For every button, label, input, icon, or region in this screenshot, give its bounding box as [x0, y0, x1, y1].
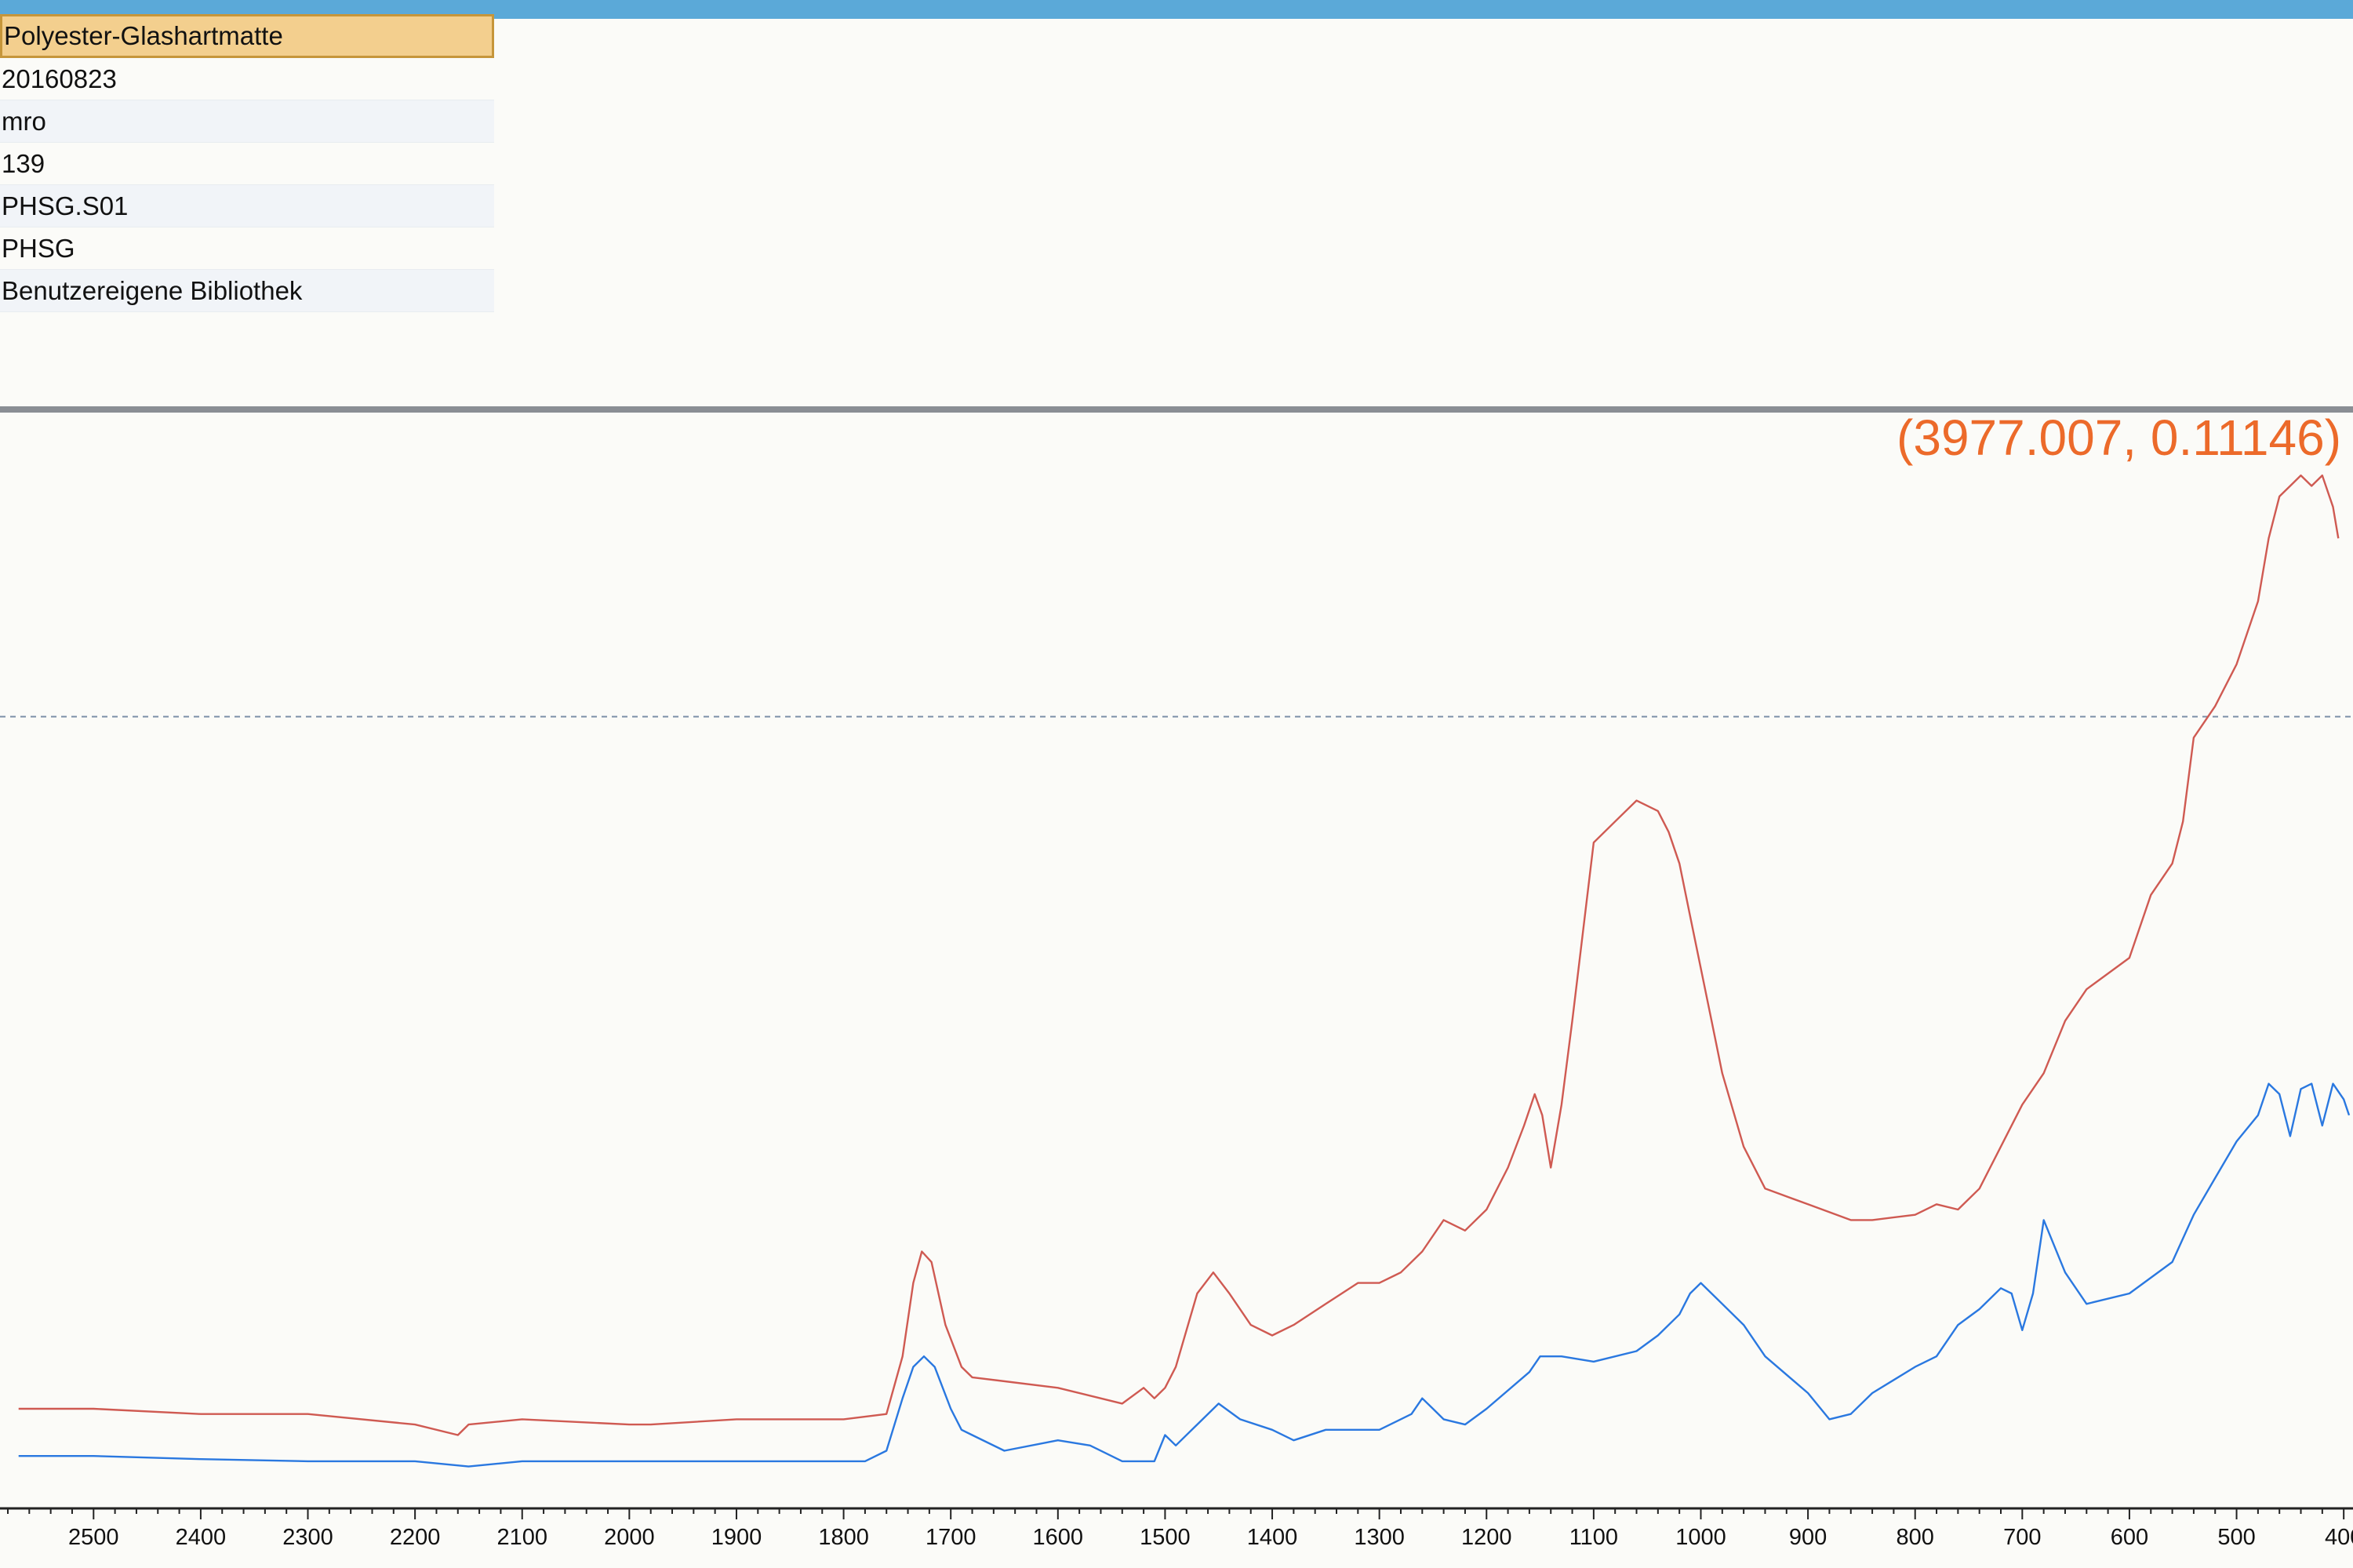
- x-tick-label: 1100: [1569, 1525, 1618, 1550]
- x-tick-label: 700: [2003, 1525, 2041, 1550]
- x-tick-label: 500: [2217, 1525, 2255, 1550]
- x-tick-label: 900: [1789, 1525, 1827, 1550]
- pane-splitter[interactable]: [0, 406, 2353, 413]
- series-layer: [18, 474, 2351, 1468]
- info-row-code[interactable]: PHSG: [0, 227, 494, 270]
- x-tick-label: 600: [2111, 1525, 2148, 1550]
- x-tick-label: 2200: [390, 1525, 441, 1550]
- x-tick-label: 400: [2325, 1525, 2353, 1550]
- x-tick-label: 2500: [68, 1525, 119, 1550]
- x-tick-label: 1000: [1675, 1525, 1726, 1550]
- sample-info-table: Polyester-Glashartmatte 20160823 mro 139…: [0, 14, 494, 312]
- x-tick-label: 2400: [176, 1525, 227, 1550]
- x-axis: 2500 2400 2300 2200 2100 2000 1900 1800 1700 1600…: [0, 1507, 2353, 1550]
- x-tick-label: 1700: [926, 1525, 976, 1550]
- x-tick-label: 1500: [1140, 1525, 1191, 1550]
- info-row-number[interactable]: 139: [0, 143, 494, 185]
- x-tick-label: 1600: [1033, 1525, 1084, 1550]
- x-tick-label: 1400: [1247, 1525, 1298, 1550]
- x-tick-label: 1800: [818, 1525, 869, 1550]
- info-row-sample-name[interactable]: Polyester-Glashartmatte: [0, 14, 494, 58]
- info-row-operator[interactable]: mro: [0, 100, 494, 143]
- cursor-coordinate-readout: (3977.007, 0.11146): [1897, 413, 2341, 466]
- x-tick-label: 2100: [496, 1525, 547, 1550]
- spectrum-chart[interactable]: 2500 2400 2300 2200 2100 2000 1900 1800 1700 1600…: [0, 413, 2353, 1568]
- x-tick-label: 800: [1897, 1525, 1934, 1550]
- x-tick-label: 2300: [282, 1525, 333, 1550]
- sample-spectrum-line: [18, 474, 2340, 1436]
- info-row-date[interactable]: 20160823: [0, 58, 494, 100]
- info-row-filename[interactable]: PHSG.S01: [0, 185, 494, 227]
- x-tick-label: 1900: [711, 1525, 762, 1550]
- reference-spectrum-line: [18, 1082, 2351, 1468]
- x-tick-label: 1300: [1354, 1525, 1405, 1550]
- x-tick-label: 1200: [1461, 1525, 1512, 1550]
- x-tick-label: 2000: [604, 1525, 655, 1550]
- info-row-library[interactable]: Benutzereigene Bibliothek: [0, 270, 494, 312]
